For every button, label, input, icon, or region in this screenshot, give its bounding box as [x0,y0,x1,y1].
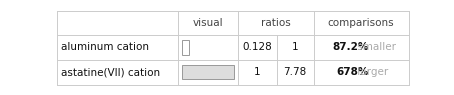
Text: visual: visual [193,18,223,28]
Text: smaller: smaller [355,42,396,52]
Text: 678%: 678% [337,67,369,77]
Text: astatine(VII) cation: astatine(VII) cation [61,67,160,77]
Bar [183,40,189,55]
Text: 87.2%: 87.2% [332,42,369,52]
Text: aluminum cation: aluminum cation [61,42,149,52]
Text: ratios: ratios [261,18,291,28]
Text: larger: larger [355,67,389,77]
Text: 1: 1 [292,42,298,52]
Text: 1: 1 [254,67,261,77]
Text: comparisons: comparisons [328,18,395,28]
Bar [183,65,234,79]
Text: 7.78: 7.78 [283,67,307,77]
Text: 0.128: 0.128 [242,42,272,52]
